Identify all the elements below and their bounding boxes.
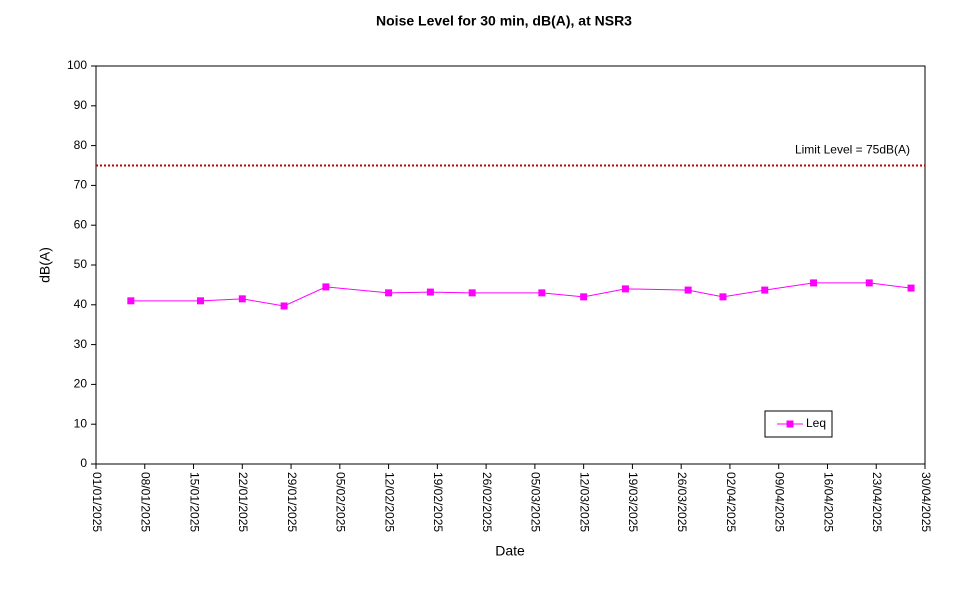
y-tick-label: 90 (74, 98, 88, 112)
series-line (130, 282, 912, 307)
y-tick-label: 10 (74, 416, 88, 430)
y-tick-label: 0 (80, 456, 87, 470)
point (468, 289, 476, 297)
point (322, 283, 330, 291)
y-tick-label: 20 (74, 377, 88, 391)
point (761, 286, 769, 294)
legend-marker (786, 420, 794, 428)
point (280, 302, 288, 310)
plot-area (95, 65, 926, 465)
y-axis-label: dB(A) (37, 247, 53, 283)
x-tick-label: 15/01/2025 (187, 472, 201, 532)
y-tick-label: 40 (74, 297, 88, 311)
chart-title: Noise Level for 30 min, dB(A), at NSR3 (376, 13, 632, 29)
x-tick-label: 12/02/2025 (382, 472, 396, 532)
x-tick-label: 19/03/2025 (626, 472, 640, 532)
x-tick-label: 09/04/2025 (773, 472, 787, 532)
y-tick-label: 70 (74, 178, 88, 192)
x-tick-label: 05/03/2025 (529, 472, 543, 532)
y-tick-label: 50 (74, 257, 88, 271)
point (865, 279, 873, 287)
point (684, 286, 692, 294)
x-tick-label: 30/04/2025 (919, 472, 933, 532)
point (196, 297, 204, 305)
x-tick-label: 16/04/2025 (821, 472, 835, 532)
y-tick-label: 100 (67, 58, 87, 72)
point (719, 293, 727, 301)
x-tick-label: 01/01/2025 (90, 472, 104, 532)
point (580, 293, 588, 301)
legend-label: Leq (806, 416, 826, 430)
y-tick-label: 60 (74, 217, 88, 231)
y-tick-label: 30 (74, 337, 88, 351)
y-tick-label: 80 (74, 138, 88, 152)
point (385, 289, 393, 297)
x-tick-label: 02/04/2025 (724, 472, 738, 532)
point (127, 297, 135, 305)
point (538, 289, 546, 297)
x-tick-label: 26/02/2025 (480, 472, 494, 532)
x-tick-label: 08/01/2025 (139, 472, 153, 532)
point (621, 285, 629, 293)
x-tick-label: 22/01/2025 (236, 472, 250, 532)
x-tick-label: 05/02/2025 (334, 472, 348, 532)
x-axis-label: Date (495, 543, 525, 559)
x-tick-label: 19/02/2025 (431, 472, 445, 532)
x-tick-label: 26/03/2025 (675, 472, 689, 532)
point (907, 284, 915, 292)
point (426, 288, 434, 296)
limit-label: Limit Level = 75dB(A) (795, 143, 910, 157)
point (810, 279, 818, 287)
x-tick-label: 29/01/2025 (285, 472, 299, 532)
point (238, 295, 246, 303)
x-tick-label: 12/03/2025 (577, 472, 591, 532)
x-tick-label: 23/04/2025 (870, 472, 884, 532)
